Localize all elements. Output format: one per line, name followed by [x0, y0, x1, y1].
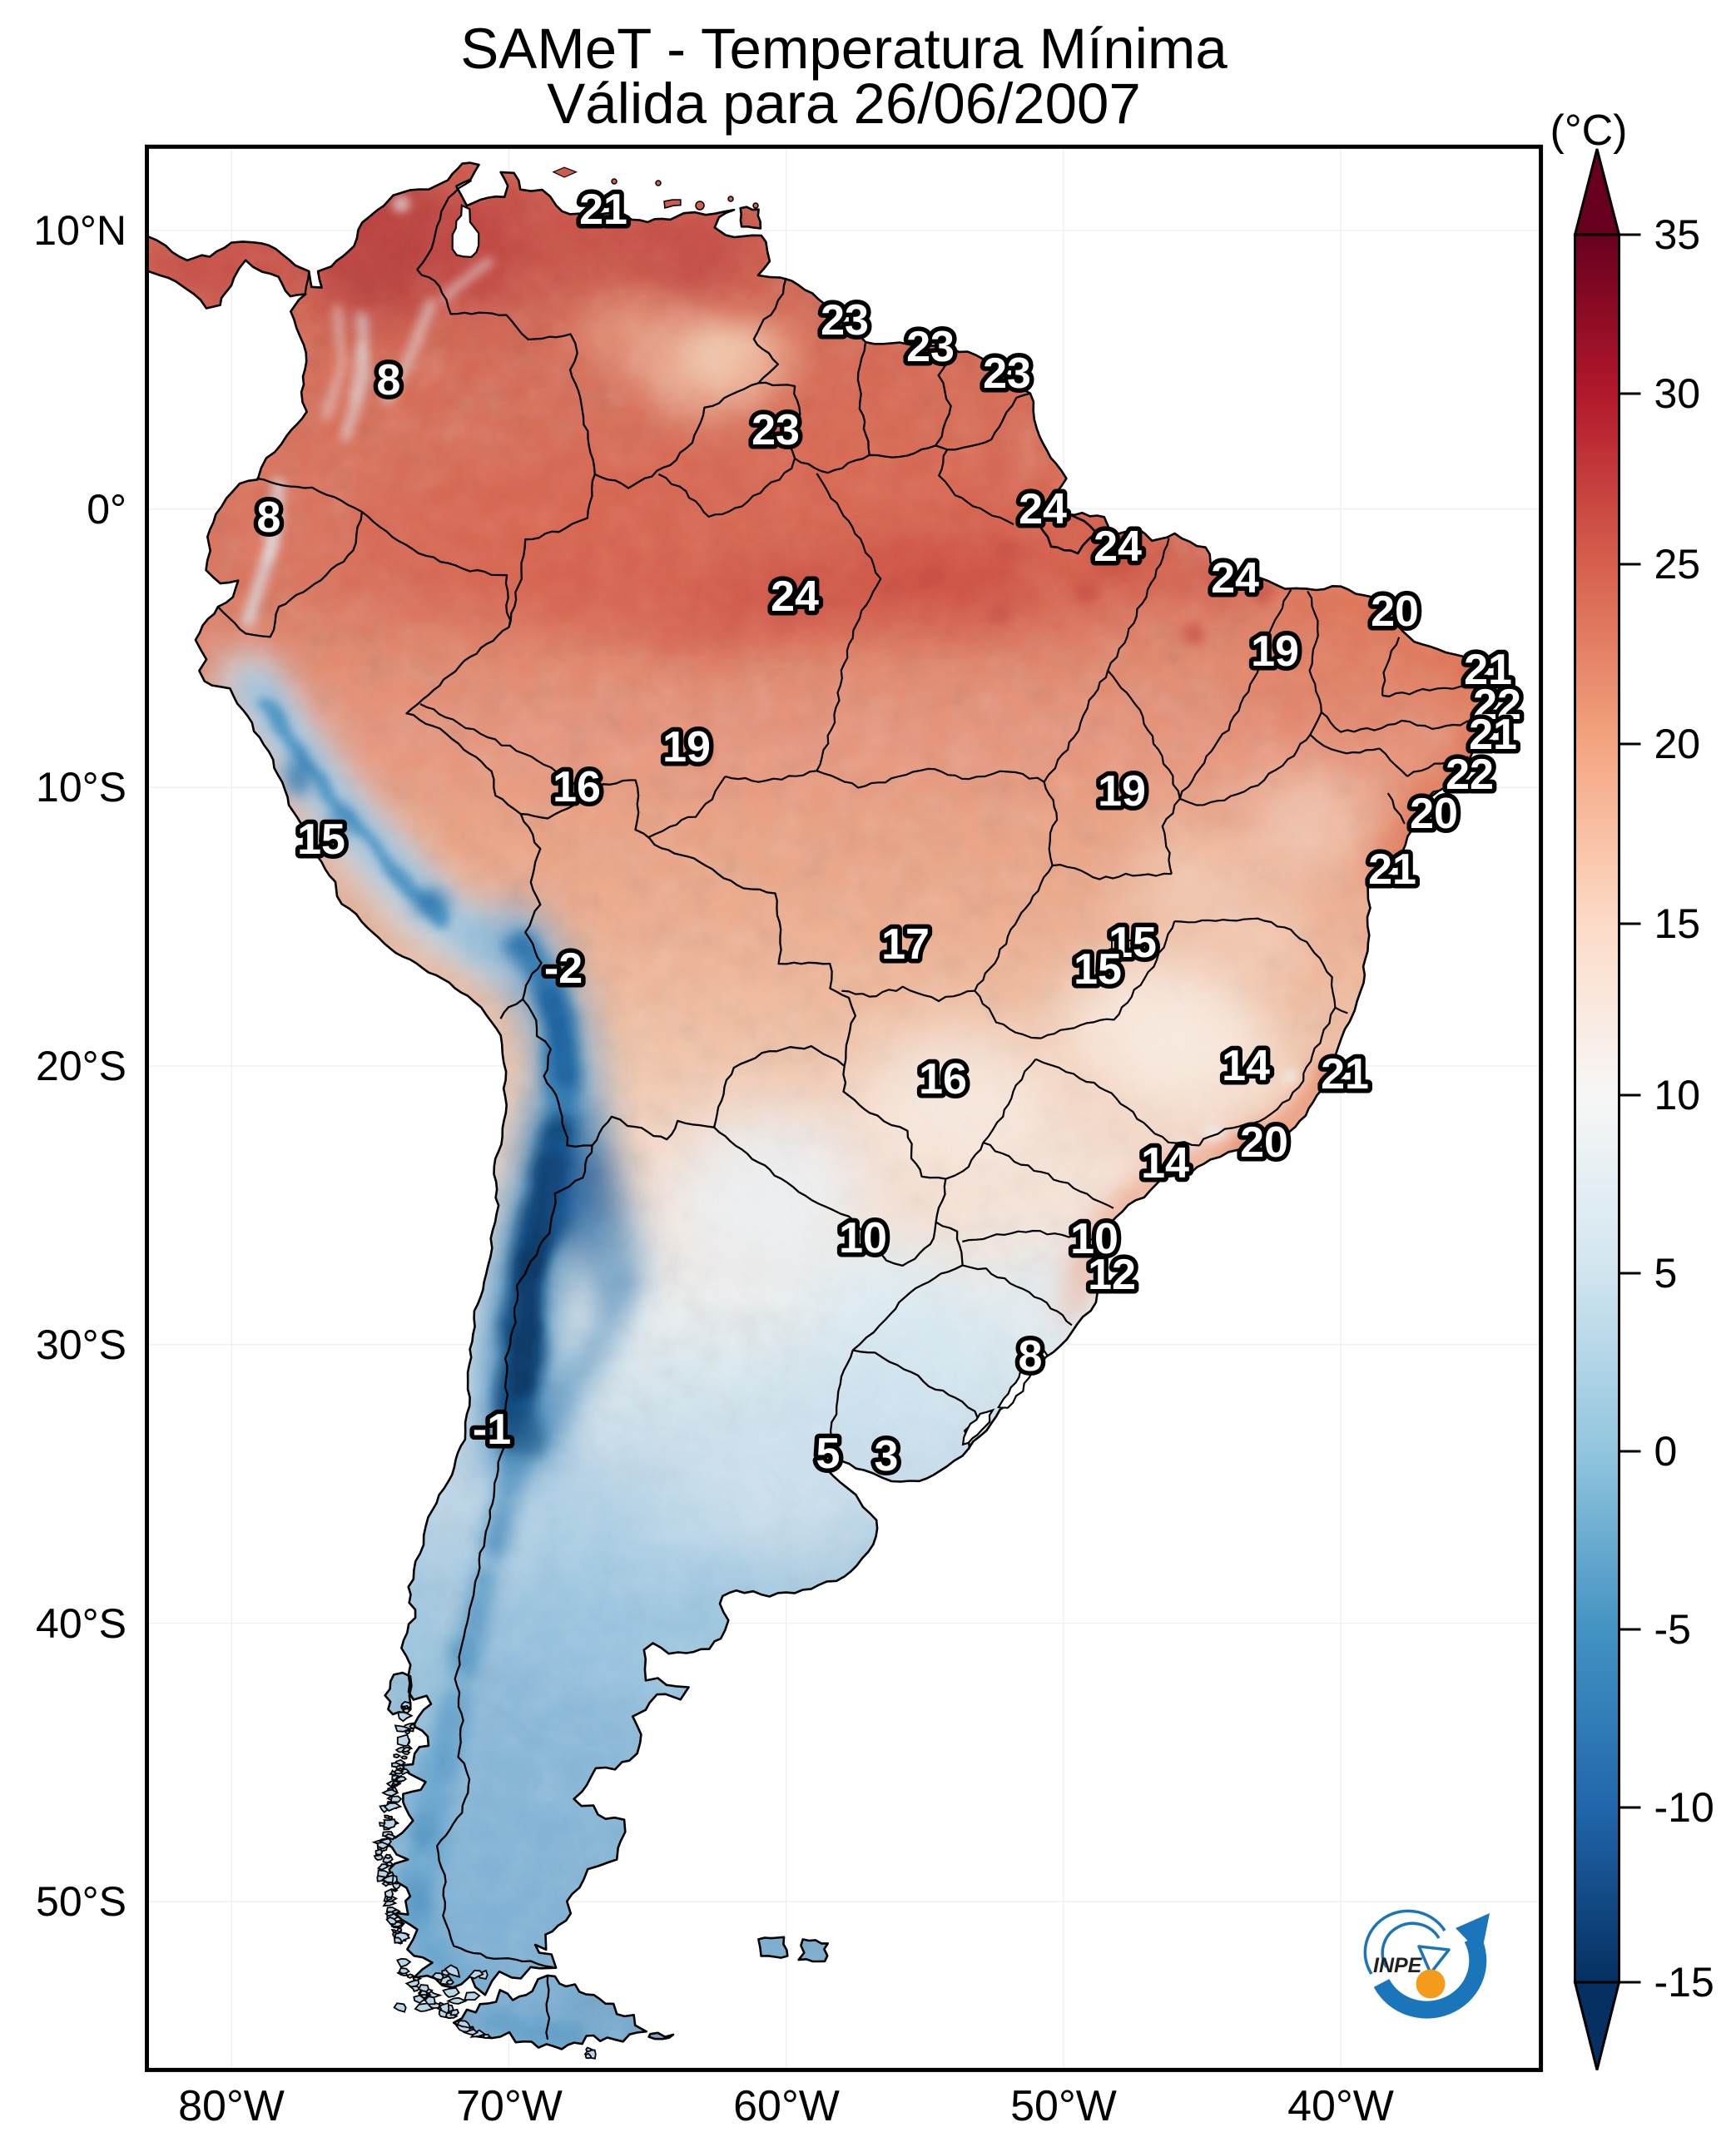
svg-text:15: 15 [1074, 945, 1122, 994]
svg-text:-10: -10 [1654, 1784, 1714, 1831]
svg-text:8: 8 [257, 493, 281, 542]
svg-text:20: 20 [1371, 588, 1419, 636]
svg-text:23: 23 [821, 296, 869, 345]
svg-text:12: 12 [1088, 1251, 1136, 1299]
svg-text:30: 30 [1654, 370, 1701, 417]
svg-text:24: 24 [771, 573, 819, 621]
svg-text:17: 17 [881, 920, 930, 969]
svg-text:21: 21 [1464, 646, 1512, 694]
svg-text:23: 23 [751, 406, 800, 454]
svg-text:14: 14 [1141, 1139, 1189, 1188]
svg-text:10: 10 [839, 1214, 887, 1262]
svg-text:20: 20 [1654, 721, 1701, 767]
svg-text:23: 23 [983, 350, 1031, 398]
svg-text:(°C): (°C) [1550, 107, 1628, 155]
svg-text:25: 25 [1654, 541, 1701, 588]
svg-text:15: 15 [1654, 900, 1701, 947]
svg-text:15: 15 [297, 816, 345, 864]
svg-text:23: 23 [906, 323, 955, 371]
svg-text:-5: -5 [1654, 1606, 1691, 1653]
svg-text:20°S: 20°S [36, 1043, 126, 1089]
svg-text:14: 14 [1222, 1042, 1270, 1090]
svg-text:10: 10 [1070, 1215, 1118, 1263]
svg-text:22: 22 [1473, 681, 1521, 729]
svg-text:-2: -2 [544, 945, 583, 993]
svg-text:80°W: 80°W [178, 2082, 285, 2130]
svg-text:10°S: 10°S [36, 764, 126, 811]
svg-text:22: 22 [1446, 751, 1494, 799]
svg-text:40°W: 40°W [1287, 2082, 1394, 2130]
svg-text:-15: -15 [1654, 1959, 1714, 2006]
svg-text:60°W: 60°W [733, 2082, 840, 2130]
svg-text:8: 8 [377, 356, 401, 404]
svg-text:19: 19 [1251, 627, 1299, 676]
svg-text:10: 10 [1654, 1072, 1701, 1118]
svg-text:40°S: 40°S [36, 1600, 126, 1647]
svg-text:5: 5 [1654, 1250, 1678, 1297]
svg-text:5: 5 [816, 1430, 841, 1478]
svg-text:15: 15 [1109, 919, 1157, 967]
svg-text:8: 8 [1019, 1332, 1043, 1381]
svg-text:50°S: 50°S [36, 1878, 126, 1925]
svg-text:20: 20 [1240, 1118, 1288, 1167]
svg-text:INPE: INPE [1373, 1954, 1423, 1977]
svg-text:24: 24 [1211, 554, 1259, 602]
svg-text:24: 24 [1094, 523, 1142, 571]
svg-text:-1: -1 [473, 1406, 511, 1454]
svg-text:30°S: 30°S [36, 1321, 126, 1368]
svg-text:SAMeT - Temperatura Mínima: SAMeT - Temperatura Mínima [460, 17, 1228, 81]
svg-text:Válida para 26/06/2007: Válida para 26/06/2007 [547, 72, 1141, 136]
svg-text:16: 16 [919, 1055, 967, 1103]
svg-text:10°N: 10°N [33, 207, 126, 254]
svg-text:19: 19 [662, 723, 711, 771]
svg-text:0°: 0° [87, 486, 126, 533]
svg-text:16: 16 [553, 763, 601, 811]
svg-text:35: 35 [1654, 211, 1701, 258]
svg-text:24: 24 [1019, 485, 1067, 533]
svg-text:21: 21 [1469, 711, 1517, 759]
svg-text:0: 0 [1654, 1428, 1678, 1475]
svg-text:19: 19 [1098, 767, 1146, 816]
svg-text:21: 21 [579, 186, 627, 234]
svg-text:21: 21 [1368, 845, 1416, 894]
svg-text:3: 3 [875, 1432, 899, 1480]
svg-text:21: 21 [1321, 1050, 1369, 1098]
svg-text:50°W: 50°W [1010, 2082, 1117, 2130]
svg-text:70°W: 70°W [456, 2082, 563, 2130]
svg-text:20: 20 [1410, 790, 1458, 838]
